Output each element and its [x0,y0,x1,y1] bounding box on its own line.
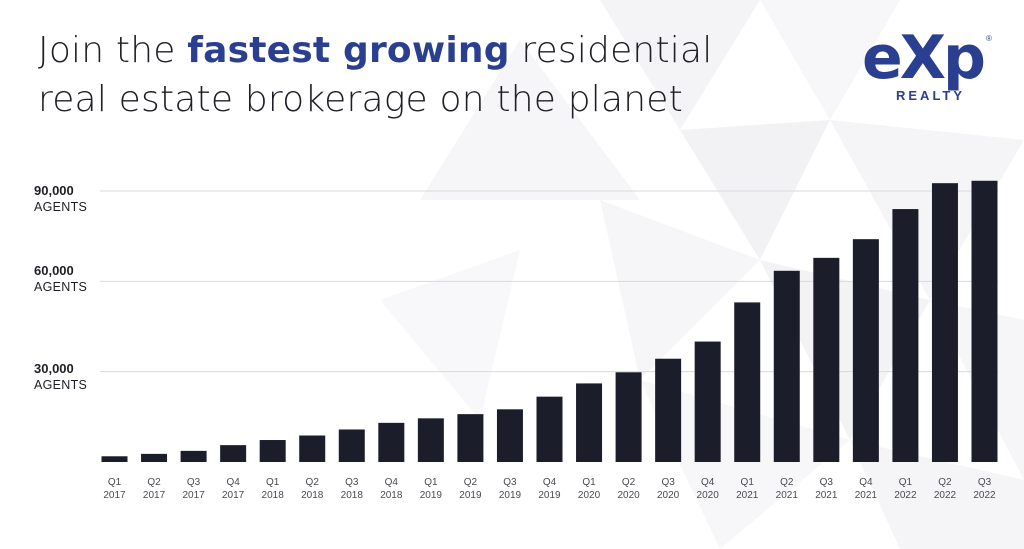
bars [101,180,998,463]
x-tick-label: Q4 2021 [855,477,878,501]
bar-q1-2019 [417,418,444,462]
y-label-unit: AGENTS [34,200,88,214]
bar-q4-2021 [852,239,879,462]
x-tick-label: Q2 2019 [459,477,482,501]
logo-wordmark: eXp [862,23,986,93]
bar-q4-2018 [378,422,405,462]
headline-line-2: real estate brokerage on the planet [38,79,683,120]
logo-registered-mark: ® [986,34,992,43]
bar-q4-2020 [694,341,721,462]
bar-q2-2019 [457,414,484,462]
y-label-value: 60,000 [34,263,74,278]
x-tick-label: Q4 2019 [538,477,561,501]
y-label-60000: 60,000 AGENTS [34,263,87,295]
gridlines [100,190,998,373]
bar-q2-2018 [299,435,326,462]
x-tick-label: Q4 2017 [222,477,245,501]
bar-q3-2021 [813,257,840,462]
x-tick-label: Q3 2020 [657,477,680,501]
x-tick-label: Q2 2022 [934,477,957,501]
x-tick-label: Q1 2017 [103,477,126,501]
x-tick-label: Q3 2019 [499,477,522,501]
bar-q1-2022 [892,209,919,462]
headline-text-after: residential [509,30,713,71]
bar-q1-2018 [259,440,286,462]
x-tick-label: Q3 2018 [341,477,364,501]
x-tick-label: Q1 2018 [262,477,285,501]
y-label-90000: 90,000 AGENTS [34,183,87,215]
y-label-value: 30,000 [34,361,74,376]
y-label-value: 90,000 [34,183,74,198]
bar-q3-2020 [655,358,682,462]
y-label-unit: AGENTS [34,378,88,392]
bar-q2-2021 [773,270,800,462]
bar-q1-2020 [576,383,603,462]
x-tick-label: Q4 2020 [697,477,720,501]
x-tick-label: Q3 2022 [973,477,996,501]
bar-q2-2022 [931,183,958,462]
x-tick-label: Q1 2020 [578,477,601,501]
x-tick-label: Q3 2017 [182,477,205,501]
y-label-unit: AGENTS [34,280,88,294]
x-tick-label: Q1 2021 [736,477,759,501]
headline-highlight: fastest growing [187,30,510,71]
x-tick-label: Q2 2020 [617,477,640,501]
x-tick-label: Q1 2022 [894,477,917,501]
x-axis-ticks: Q1 2017 Q2 2017 Q3 2017 Q4 2017 Q1 2018 Q2 2018 Q3 20… [103,477,996,501]
bar-q1-2017 [101,456,128,462]
exp-realty-logo: eXp ® REALTY [862,23,998,104]
x-tick-label: Q3 2021 [815,477,838,501]
bar-q3-2018 [338,429,365,462]
x-tick-label: Q2 2021 [776,477,799,501]
bar-q1-2021 [734,302,761,462]
headline-text-before: Join the [38,30,188,71]
x-tick-label: Q2 2017 [143,477,166,501]
bar-q4-2019 [536,396,563,462]
bar-q2-2017 [141,453,168,462]
bar-q2-2020 [615,372,642,462]
x-tick-label: Q4 2018 [380,477,403,501]
bar-q3-2022 [971,180,998,463]
headline: Join the fastest growing residential rea… [38,26,712,124]
bar-q3-2019 [496,409,523,462]
logo-subtitle: REALTY [896,88,966,103]
x-tick-label: Q1 2019 [420,477,443,501]
bar-q4-2017 [220,445,247,462]
bar-q3-2017 [180,450,207,462]
x-tick-label: Q2 2018 [301,477,324,501]
y-label-30000: 30,000 AGENTS [34,361,87,393]
